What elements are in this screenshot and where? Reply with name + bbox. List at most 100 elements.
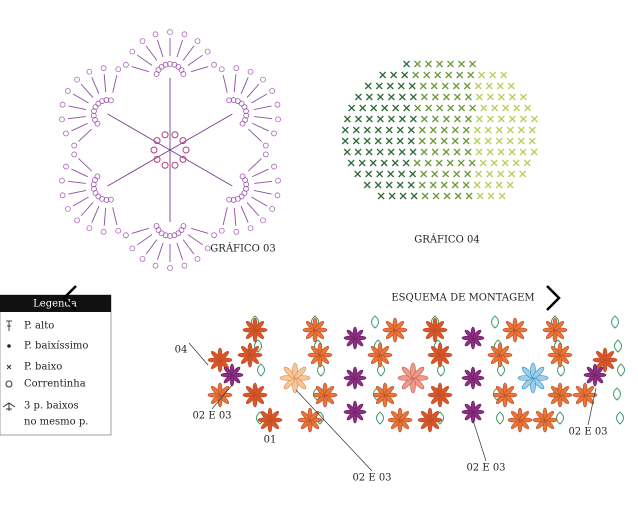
stitch bbox=[68, 190, 87, 195]
x-stitch bbox=[418, 137, 426, 145]
stitch bbox=[71, 122, 88, 132]
assembly-label: 02 E 03 bbox=[192, 411, 231, 422]
stitch bbox=[253, 105, 272, 110]
petal bbox=[314, 320, 325, 331]
petal bbox=[439, 345, 450, 356]
chain bbox=[239, 173, 246, 180]
petal bbox=[254, 385, 265, 396]
x-stitch bbox=[497, 115, 505, 123]
x-stitch bbox=[374, 126, 382, 134]
x-stitch bbox=[418, 126, 426, 134]
chain bbox=[103, 197, 110, 203]
petal bbox=[379, 345, 390, 356]
x-stitch bbox=[365, 170, 373, 178]
chain bbox=[171, 161, 179, 169]
x-stitch bbox=[388, 192, 396, 200]
x-stitch bbox=[379, 71, 387, 79]
leaf bbox=[616, 411, 624, 425]
stitch bbox=[240, 206, 249, 223]
stitch bbox=[176, 39, 184, 58]
x-stitch bbox=[423, 71, 431, 79]
x-stitch bbox=[445, 71, 453, 79]
chain bbox=[152, 31, 159, 38]
x-stitch bbox=[502, 104, 510, 112]
chain bbox=[178, 227, 185, 233]
x-stitch bbox=[497, 170, 505, 178]
stitch bbox=[233, 207, 237, 226]
x-stitch bbox=[343, 115, 351, 123]
x-stitch bbox=[435, 159, 443, 167]
x-stitch bbox=[458, 104, 466, 112]
x-stitch bbox=[412, 71, 420, 79]
x-stitch bbox=[506, 126, 514, 134]
x-stitch bbox=[464, 148, 472, 156]
x-stitch bbox=[365, 148, 373, 156]
stitch bbox=[71, 168, 88, 178]
chain bbox=[91, 185, 97, 192]
x-stitch bbox=[363, 126, 371, 134]
x-stitch bbox=[403, 60, 410, 68]
chain bbox=[175, 63, 182, 70]
chain bbox=[243, 108, 249, 115]
prev-arrow[interactable] bbox=[62, 285, 77, 311]
leaf bbox=[496, 411, 504, 425]
legend-item: 3 p. baixos bbox=[24, 401, 79, 412]
x-stitch bbox=[530, 148, 538, 156]
x-stitch bbox=[398, 115, 406, 123]
x-stitch bbox=[497, 93, 505, 101]
x-stitch bbox=[484, 137, 492, 145]
stitch bbox=[246, 83, 260, 98]
chain bbox=[103, 97, 110, 103]
petal bbox=[559, 385, 570, 396]
x-stitch bbox=[429, 181, 437, 189]
chain bbox=[123, 61, 129, 68]
chain bbox=[194, 38, 201, 45]
chain bbox=[262, 151, 269, 158]
x-stitch bbox=[341, 126, 349, 134]
stitch bbox=[68, 105, 87, 110]
next-arrow[interactable] bbox=[546, 285, 561, 311]
petal bbox=[514, 320, 525, 331]
x-stitch bbox=[452, 82, 460, 90]
x-stitch bbox=[464, 115, 472, 123]
x-stitch bbox=[524, 104, 532, 112]
x-stitch bbox=[431, 115, 439, 123]
x-stitch bbox=[386, 82, 394, 90]
x-stitch bbox=[486, 115, 494, 123]
x-stitch bbox=[390, 71, 398, 79]
chain bbox=[94, 120, 101, 127]
x-stitch bbox=[365, 93, 373, 101]
x-stitch bbox=[462, 137, 470, 145]
petal bbox=[412, 366, 425, 379]
chain bbox=[167, 233, 173, 239]
x-stitch bbox=[407, 181, 415, 189]
x-stitch bbox=[376, 93, 384, 101]
petal bbox=[269, 410, 280, 421]
x-stitch bbox=[399, 192, 407, 200]
x-stitch bbox=[387, 115, 395, 123]
petal bbox=[254, 320, 265, 331]
stitch bbox=[156, 242, 164, 261]
chain bbox=[155, 67, 162, 73]
x-stitch bbox=[456, 71, 464, 79]
petal bbox=[249, 345, 260, 356]
x-stitch bbox=[409, 115, 417, 123]
chain bbox=[204, 48, 211, 55]
leaf bbox=[376, 411, 384, 425]
x-stitch bbox=[465, 192, 473, 200]
x-stitch bbox=[354, 115, 362, 123]
x-stitch bbox=[363, 181, 371, 189]
petal bbox=[472, 369, 482, 379]
chain bbox=[90, 112, 97, 119]
x-stitch bbox=[468, 159, 476, 167]
petal bbox=[324, 385, 335, 396]
petal bbox=[504, 385, 515, 396]
chain bbox=[129, 245, 136, 252]
stitch bbox=[67, 116, 86, 120]
stitch bbox=[222, 74, 228, 93]
x-stitch bbox=[517, 126, 525, 134]
leader-line bbox=[295, 389, 373, 472]
x-stitch bbox=[528, 137, 536, 145]
chain bbox=[179, 137, 187, 145]
x-stitch bbox=[419, 82, 427, 90]
